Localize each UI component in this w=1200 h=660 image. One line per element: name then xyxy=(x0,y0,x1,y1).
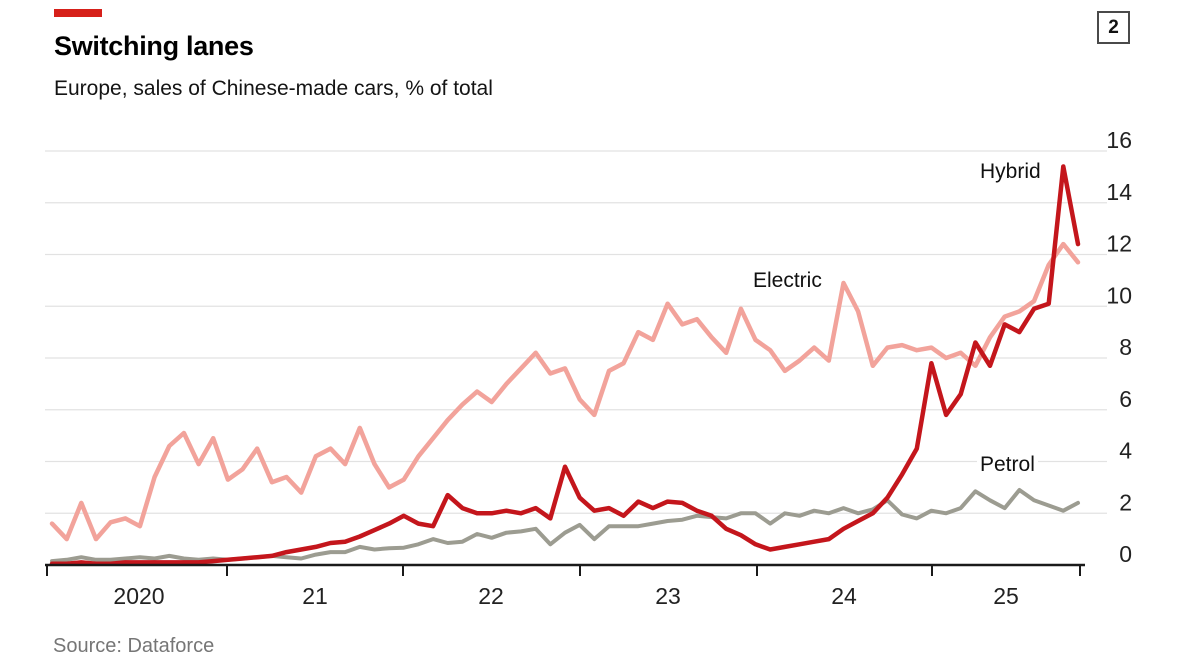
y-axis-label-2: 2 xyxy=(1119,489,1132,515)
red-accent-bar xyxy=(54,9,102,17)
x-axis-label-22: 22 xyxy=(478,583,504,609)
page-number-badge: 2 xyxy=(1097,11,1130,44)
y-axis-label-8: 8 xyxy=(1119,334,1132,360)
chart-title: Switching lanes xyxy=(54,31,254,61)
y-axis-label-16: 16 xyxy=(1106,127,1132,153)
y-axis-label-6: 6 xyxy=(1119,386,1132,412)
series-label-petrol: Petrol xyxy=(977,454,1038,476)
series-label-hybrid: Hybrid xyxy=(977,161,1044,183)
y-axis-label-4: 4 xyxy=(1119,438,1132,464)
series-line-hybrid xyxy=(49,164,1081,566)
x-axis-label-24: 24 xyxy=(831,583,857,609)
series-line-electric xyxy=(49,241,1081,542)
chart-subtitle: Europe, sales of Chinese-made cars, % of… xyxy=(54,77,493,100)
y-axis-label-10: 10 xyxy=(1106,282,1132,308)
series-label-electric: Electric xyxy=(750,270,825,292)
x-axis-label-21: 21 xyxy=(302,583,328,609)
source-note: Source: Dataforce xyxy=(53,635,215,657)
x-axis-label-2020: 2020 xyxy=(113,583,164,609)
x-axis-label-23: 23 xyxy=(655,583,681,609)
series-line-petrol xyxy=(50,488,1080,564)
y-axis-label-0: 0 xyxy=(1119,541,1132,567)
y-axis-label-12: 12 xyxy=(1106,231,1132,257)
page-number: 2 xyxy=(1108,16,1119,38)
y-axis-label-14: 14 xyxy=(1106,179,1132,205)
x-axis-label-25: 25 xyxy=(993,583,1019,609)
